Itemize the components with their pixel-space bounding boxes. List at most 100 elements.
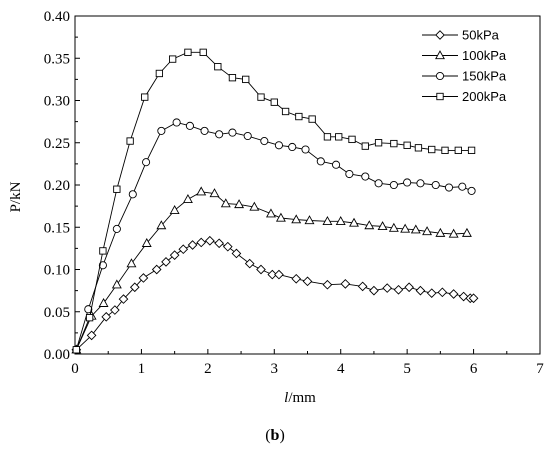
- data-point: [157, 126, 166, 135]
- data-point: [416, 179, 425, 188]
- data-point: [458, 291, 469, 302]
- y-axis-ticks: 0.00 0.05 0.10 0.15 0.20 0.25 0.30 0.35 0.40: [44, 9, 80, 363]
- data-point: [244, 258, 255, 269]
- data-point: [205, 235, 215, 246]
- data-point: [214, 238, 224, 249]
- data-point: [364, 220, 375, 230]
- data-point: [389, 180, 398, 190]
- data-point: [288, 142, 297, 152]
- x-tick-label: 6: [470, 361, 478, 377]
- data-point: [458, 182, 467, 191]
- data-point: [126, 137, 134, 145]
- data-point: [142, 158, 151, 167]
- data-point: [112, 224, 121, 233]
- data-point: [260, 137, 269, 146]
- data-point: [454, 146, 462, 155]
- data-point: [461, 227, 472, 237]
- data-point: [361, 172, 370, 181]
- data-point: [302, 276, 313, 287]
- data-point: [141, 237, 152, 247]
- data-point: [323, 133, 332, 141]
- series-150kPa: [72, 118, 476, 354]
- legend-label: 200kPa: [462, 89, 507, 104]
- data-point: [468, 293, 479, 304]
- data-point: [243, 131, 252, 141]
- y-tick-label: 0.20: [44, 178, 70, 194]
- data-point: [441, 146, 449, 155]
- data-point: [228, 74, 237, 82]
- data-point: [214, 63, 222, 71]
- data-point: [184, 48, 192, 56]
- data-point: [467, 146, 476, 155]
- data-point: [393, 284, 404, 295]
- data-point: [169, 250, 180, 260]
- y-tick-label: 0.40: [44, 9, 70, 25]
- data-point: [256, 264, 266, 275]
- data-point: [426, 288, 437, 298]
- y-tick-label: 0.15: [44, 220, 70, 236]
- data-point: [128, 190, 137, 199]
- data-point: [322, 279, 333, 290]
- data-point: [138, 273, 149, 283]
- figure-caption: (b): [265, 427, 285, 444]
- data-point: [141, 93, 149, 101]
- data-point: [110, 305, 120, 315]
- x-tick-label: 2: [204, 361, 212, 377]
- data-point: [270, 98, 278, 106]
- x-tick-label: 1: [138, 361, 146, 377]
- legend-label: 50kPa: [462, 28, 500, 43]
- data-point: [113, 185, 121, 193]
- data-point: [222, 241, 233, 252]
- data-point: [374, 179, 383, 188]
- data-point: [215, 130, 224, 139]
- data-point: [151, 264, 162, 275]
- data-point: [118, 294, 129, 304]
- data-point: [291, 273, 302, 284]
- data-point: [304, 215, 315, 225]
- x-axis-label-variable: l: [284, 390, 288, 406]
- x-tick-label: 0: [71, 361, 79, 377]
- data-point: [84, 305, 93, 314]
- data-point: [86, 330, 97, 341]
- data-point: [126, 258, 137, 268]
- data-point: [274, 269, 284, 280]
- series-layer: [71, 48, 479, 355]
- x-tick-label: 3: [271, 361, 279, 377]
- legend-marker: [435, 50, 445, 60]
- y-tick-label: 0.35: [44, 51, 70, 67]
- y-axis-label: P/kN: [8, 181, 24, 212]
- data-point: [404, 282, 414, 293]
- data-point: [369, 285, 379, 296]
- data-point: [200, 126, 209, 135]
- x-tick-label: 7: [536, 361, 544, 377]
- data-point: [98, 297, 109, 307]
- data-point: [242, 75, 250, 84]
- data-point: [403, 141, 411, 149]
- y-tick-label: 0.25: [44, 136, 70, 152]
- data-point: [377, 221, 388, 231]
- data-point: [291, 214, 302, 224]
- data-point: [349, 217, 359, 227]
- data-point: [308, 115, 316, 123]
- data-point: [199, 48, 207, 56]
- data-point: [155, 69, 164, 78]
- data-point: [400, 223, 411, 233]
- data-point: [374, 139, 383, 147]
- data-point: [111, 279, 122, 289]
- data-point: [182, 194, 193, 204]
- data-point: [168, 55, 177, 63]
- data-point: [220, 198, 231, 208]
- data-point: [178, 244, 189, 255]
- data-point: [185, 121, 194, 130]
- series-200kPa: [72, 48, 476, 354]
- data-point: [322, 216, 333, 225]
- x-axis-label: l/mm: [284, 390, 316, 406]
- data-point: [228, 128, 237, 137]
- data-point: [101, 311, 112, 322]
- data-point: [345, 169, 354, 179]
- series-50kPa: [71, 235, 479, 355]
- data-point: [257, 93, 265, 101]
- data-point: [187, 240, 198, 250]
- data-point: [437, 287, 448, 298]
